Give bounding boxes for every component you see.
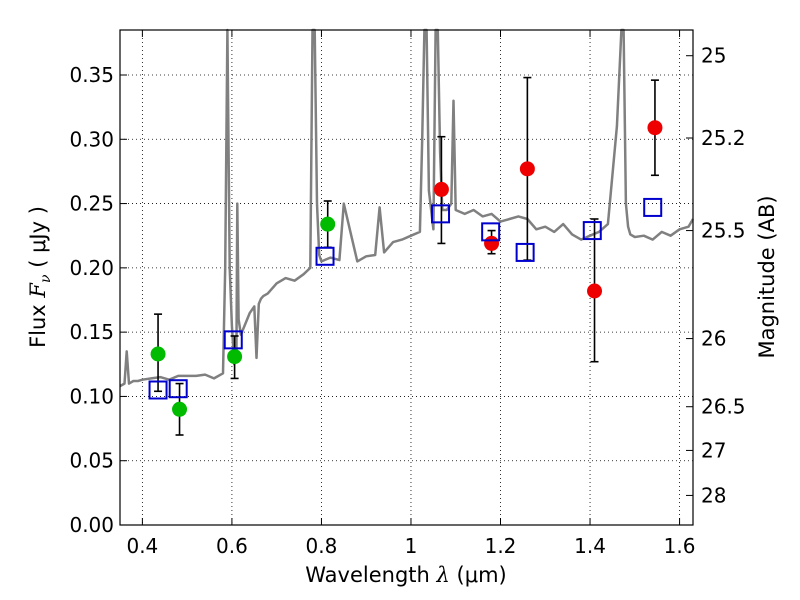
x-tick-label: 0.6	[216, 534, 248, 558]
x-tick-label: 1	[405, 534, 418, 558]
y-tick-label: 0.25	[69, 192, 114, 216]
y2-tick-label: 28	[701, 483, 726, 507]
green-data-point	[172, 401, 188, 417]
model-square-marker	[315, 246, 335, 266]
y-tick-label: 0.00	[69, 513, 114, 537]
model-square-marker	[481, 222, 501, 242]
green-data-point	[227, 349, 243, 365]
spectrum-layer	[119, 28, 695, 388]
red-data-point	[587, 283, 603, 299]
plot-frame	[119, 29, 694, 526]
points-layer	[148, 120, 663, 417]
red-data-point	[647, 120, 663, 136]
y-axis-label: Flux Fν ( μJy )	[26, 206, 54, 348]
y-tick-label: 0.30	[69, 127, 114, 151]
y2-tick-label: 25.5	[701, 219, 746, 243]
red-data-point	[484, 235, 500, 251]
x-axis-label: Wavelength λ (μm)	[305, 563, 506, 587]
model-square-marker	[515, 242, 535, 262]
model-square-marker	[431, 204, 451, 224]
y2-tick-label: 26.5	[701, 395, 746, 419]
model-square-marker	[223, 330, 243, 350]
grid	[120, 30, 693, 526]
ticks-layer: 0.4 0.6 0.8 1 1.2 1.4 1.6 0.00 0.05 0.10 0.15 0.20 0…	[69, 30, 746, 558]
y2-tick-label: 26	[701, 327, 726, 351]
y2-tick-label: 27	[701, 438, 726, 462]
x-tick-label: 1.4	[574, 534, 606, 558]
y-tick-label: 0.15	[69, 320, 114, 344]
y-tick-label: 0.05	[69, 449, 114, 473]
y-tick-label: 0.20	[69, 256, 114, 280]
y2-axis-label: Magnitude (AB)	[755, 195, 779, 358]
red-data-point	[433, 181, 449, 197]
red-data-point	[519, 161, 535, 177]
model-square-marker	[582, 221, 602, 241]
x-tick-label: 0.4	[126, 534, 158, 558]
green-data-point	[150, 346, 166, 362]
y-tick-label: 0.10	[69, 384, 114, 408]
green-data-point	[320, 216, 336, 232]
model-square-marker	[643, 197, 663, 217]
y-tick-label: 0.35	[69, 63, 114, 87]
model-square-marker	[168, 379, 188, 399]
model-square-marker	[148, 380, 168, 400]
y2-tick-label: 25.2	[701, 126, 746, 150]
x-tick-label: 1.2	[485, 534, 517, 558]
spectrum-line	[119, 28, 695, 388]
x-tick-label: 1.6	[664, 534, 696, 558]
y2-tick-label: 25	[701, 44, 726, 68]
x-tick-label: 0.8	[306, 534, 338, 558]
